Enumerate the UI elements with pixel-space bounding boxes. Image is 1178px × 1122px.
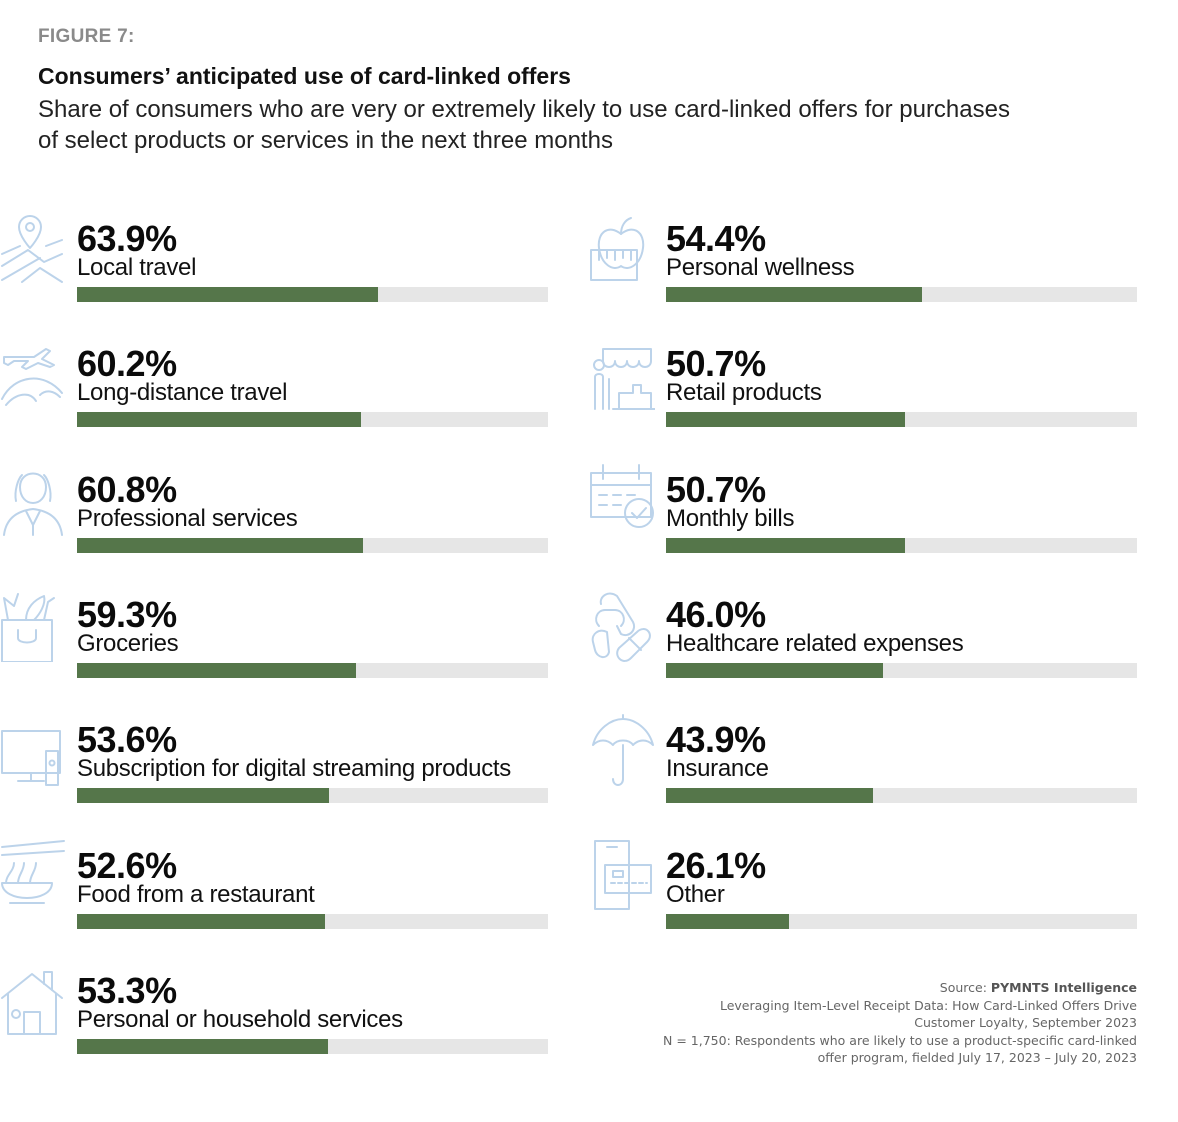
category-label: Insurance — [666, 755, 769, 783]
phone-card-icon — [589, 837, 655, 913]
pills-icon — [589, 586, 655, 662]
bar-track — [77, 537, 548, 553]
chart-row: 59.3% Groceries — [0, 586, 560, 686]
data-label: 60.2% — [77, 343, 177, 385]
data-label: 52.6% — [77, 844, 177, 886]
chart-row: 26.1% Other — [589, 837, 1149, 937]
house-icon — [0, 962, 66, 1038]
chart-row: 43.9% Insurance — [589, 711, 1149, 811]
data-label: 50.7% — [666, 468, 766, 510]
bar-track — [666, 788, 1137, 804]
data-label: 46.0% — [666, 593, 766, 635]
chart-row: 53.3% Personal or household services — [0, 962, 560, 1062]
category-label: Long-distance travel — [77, 379, 288, 407]
chart-subtitle: Share of consumers who are very or extre… — [38, 96, 1010, 154]
bar-track — [666, 412, 1137, 428]
tv-remote-icon — [0, 711, 66, 787]
bar-track — [77, 287, 548, 302]
bar — [666, 537, 905, 553]
map-pin-icon — [0, 210, 66, 286]
bar — [666, 412, 905, 428]
bar — [77, 537, 364, 553]
category-label: Retail products — [666, 379, 822, 407]
data-label: 54.4% — [666, 218, 766, 259]
category-label: Personal or household services — [77, 1005, 403, 1033]
bar-track — [666, 662, 1137, 678]
data-label: 43.9% — [666, 719, 766, 761]
chart-row: 46.0% Healthcare related expenses — [589, 586, 1149, 686]
noodle-bowl-icon — [0, 837, 66, 913]
calendar-check-icon — [589, 461, 655, 537]
category-label: Personal wellness — [666, 254, 855, 281]
airplane-globe-icon — [0, 335, 66, 411]
data-label: 53.3% — [77, 969, 177, 1011]
source-sample: N = 1,750: Respondents who are likely to… — [663, 1032, 1137, 1066]
bar-track — [666, 913, 1137, 929]
professional-person-icon — [0, 461, 66, 537]
chart-row: 53.6% Subscription for digital streaming … — [0, 711, 560, 811]
category-label: Other — [666, 880, 725, 908]
bar — [666, 913, 789, 929]
category-label: Monthly bills — [666, 504, 795, 532]
bar — [77, 662, 357, 678]
bar — [77, 412, 361, 428]
shop-cashier-icon — [589, 335, 660, 411]
chart-row: 50.7% Monthly bills — [589, 461, 1149, 561]
source-prefix: Source: — [939, 980, 987, 995]
data-label: 60.8% — [77, 468, 177, 510]
source-note: Source: PYMNTS Intelligence Leveraging I… — [657, 979, 1137, 1067]
data-label: 63.9% — [77, 218, 177, 259]
chart-row: 54.4% Personal wellness — [589, 210, 1149, 310]
bar — [666, 788, 873, 804]
chart-row: 60.2% Long-distance travel — [0, 335, 560, 435]
category-label: Healthcare related expenses — [666, 629, 964, 657]
chart-title: Consumers’ anticipated use of card-linke… — [38, 63, 571, 89]
chart-row: 52.6% Food from a restaurant — [0, 837, 560, 937]
data-label: 26.1% — [666, 844, 766, 886]
category-label: Local travel — [77, 254, 197, 281]
figure-label: FIGURE 7: — [38, 26, 135, 47]
chart-row: 63.9% Local travel — [0, 210, 560, 310]
bar — [77, 913, 325, 929]
bar-track — [77, 788, 548, 804]
bar-track — [77, 662, 548, 678]
chart-row: 60.8% Professional services — [0, 461, 560, 561]
source-report: Leveraging Item-Level Receipt Data: How … — [719, 997, 1137, 1031]
apple-scale-icon — [589, 210, 655, 286]
category-label: Food from a restaurant — [77, 880, 315, 908]
bar — [666, 287, 923, 302]
source-org: PYMNTS Intelligence — [990, 980, 1137, 995]
bar-track — [77, 913, 548, 929]
bar — [77, 1038, 329, 1054]
data-label: 59.3% — [77, 593, 177, 635]
category-label: Subscription for digital streaming produ… — [77, 755, 511, 783]
umbrella-icon — [589, 711, 655, 787]
bar-track — [77, 1038, 548, 1054]
grocery-bag-icon — [0, 586, 66, 663]
bar-track — [666, 537, 1137, 553]
bar-track — [666, 287, 1137, 302]
category-label: Groceries — [77, 629, 179, 657]
bar — [666, 662, 883, 678]
data-label: 50.7% — [666, 343, 766, 385]
category-label: Professional services — [77, 504, 298, 532]
chart-row: 50.7% Retail products — [589, 335, 1149, 435]
bar — [77, 788, 330, 804]
data-label: 53.6% — [77, 719, 177, 761]
bar-track — [77, 412, 548, 428]
bar — [77, 287, 378, 302]
